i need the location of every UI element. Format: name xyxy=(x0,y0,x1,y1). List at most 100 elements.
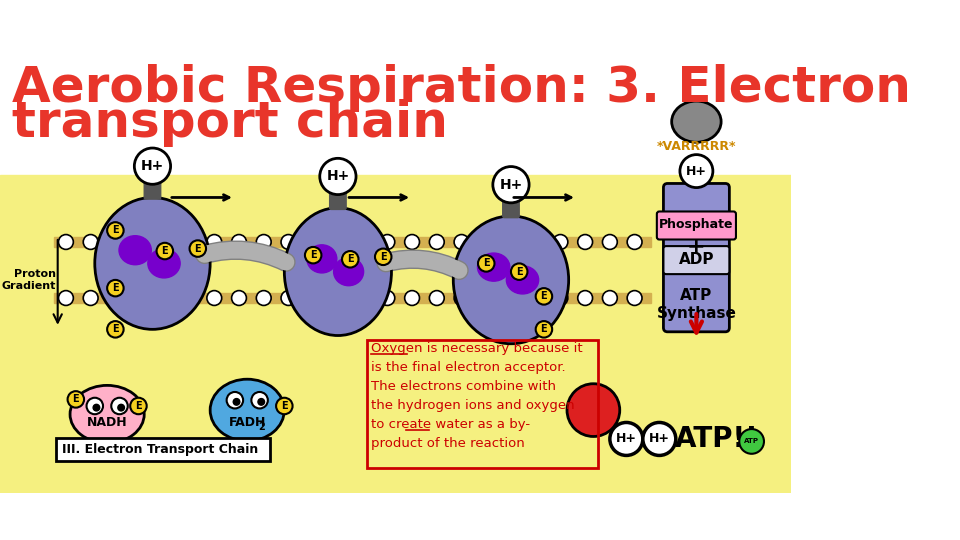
Circle shape xyxy=(108,280,124,296)
Text: E: E xyxy=(112,325,119,334)
Text: the hydrogen ions and oxygen: the hydrogen ions and oxygen xyxy=(371,399,574,411)
Circle shape xyxy=(479,291,493,306)
Circle shape xyxy=(258,399,265,405)
Text: H+: H+ xyxy=(685,165,707,178)
Ellipse shape xyxy=(307,245,337,273)
Circle shape xyxy=(227,392,243,408)
Circle shape xyxy=(342,251,358,267)
Circle shape xyxy=(132,291,148,306)
Ellipse shape xyxy=(148,249,180,278)
Circle shape xyxy=(206,234,222,249)
Text: to create water as a by-: to create water as a by- xyxy=(371,417,530,430)
Circle shape xyxy=(627,291,642,306)
Circle shape xyxy=(429,234,444,249)
FancyBboxPatch shape xyxy=(657,212,736,240)
Circle shape xyxy=(131,398,147,414)
Text: ATP!!: ATP!! xyxy=(675,425,758,453)
Circle shape xyxy=(380,234,395,249)
Text: H+: H+ xyxy=(616,433,636,446)
Circle shape xyxy=(528,291,543,306)
Circle shape xyxy=(86,398,103,414)
Bar xyxy=(54,293,651,303)
Text: H+: H+ xyxy=(141,159,164,173)
Circle shape xyxy=(528,234,543,249)
Circle shape xyxy=(603,291,617,306)
Circle shape xyxy=(305,291,321,306)
Circle shape xyxy=(108,321,124,338)
Bar xyxy=(367,340,597,468)
Circle shape xyxy=(330,291,346,306)
Circle shape xyxy=(111,398,128,414)
Circle shape xyxy=(504,234,518,249)
Text: product of the reaction: product of the reaction xyxy=(371,436,524,450)
Circle shape xyxy=(93,404,100,411)
Ellipse shape xyxy=(334,258,364,286)
Text: H+: H+ xyxy=(326,170,349,184)
Text: Aerobic Respiration: 3. Electron: Aerobic Respiration: 3. Electron xyxy=(12,64,911,112)
Text: 2: 2 xyxy=(258,422,266,431)
Ellipse shape xyxy=(672,101,721,142)
Text: E: E xyxy=(310,250,317,260)
Circle shape xyxy=(454,234,468,249)
Circle shape xyxy=(118,404,125,411)
Text: E: E xyxy=(516,267,522,276)
Text: H+: H+ xyxy=(499,178,522,192)
Circle shape xyxy=(281,234,296,249)
Circle shape xyxy=(610,422,643,455)
Text: E: E xyxy=(380,252,387,262)
Text: The electrons combine with: The electrons combine with xyxy=(371,380,556,393)
Circle shape xyxy=(67,391,84,408)
Circle shape xyxy=(182,291,197,306)
FancyBboxPatch shape xyxy=(329,186,347,210)
Text: E: E xyxy=(281,401,288,411)
Circle shape xyxy=(553,291,567,306)
Ellipse shape xyxy=(95,198,210,329)
Circle shape xyxy=(680,154,713,187)
Text: Proton
Gradient: Proton Gradient xyxy=(2,269,56,291)
Circle shape xyxy=(108,222,124,239)
Circle shape xyxy=(132,234,148,249)
Text: Oxygen is necessary because it: Oxygen is necessary because it xyxy=(371,342,583,355)
Bar xyxy=(0,48,791,179)
Circle shape xyxy=(108,291,123,306)
Circle shape xyxy=(182,234,197,249)
Circle shape xyxy=(603,234,617,249)
Ellipse shape xyxy=(119,236,152,265)
Circle shape xyxy=(567,384,620,436)
FancyArrowPatch shape xyxy=(54,240,61,322)
Text: *VARRRRR*: *VARRRRR* xyxy=(657,140,736,153)
Ellipse shape xyxy=(210,379,284,441)
Circle shape xyxy=(59,291,73,306)
Circle shape xyxy=(627,234,642,249)
Ellipse shape xyxy=(477,253,510,281)
Ellipse shape xyxy=(70,386,144,443)
Circle shape xyxy=(84,291,98,306)
FancyBboxPatch shape xyxy=(663,184,730,332)
Text: E: E xyxy=(540,292,547,301)
Text: transport chain: transport chain xyxy=(12,99,448,146)
Circle shape xyxy=(375,248,392,265)
Text: NADH: NADH xyxy=(86,416,128,429)
Text: Phosphate: Phosphate xyxy=(660,218,733,231)
FancyBboxPatch shape xyxy=(503,194,519,218)
Text: ATP
Synthase: ATP Synthase xyxy=(657,288,736,321)
Circle shape xyxy=(536,321,552,338)
Text: E: E xyxy=(112,283,119,293)
Circle shape xyxy=(134,148,171,184)
Circle shape xyxy=(305,247,322,264)
Text: E: E xyxy=(73,394,79,404)
Circle shape xyxy=(492,166,529,203)
Ellipse shape xyxy=(284,208,392,335)
Text: E: E xyxy=(347,254,353,264)
Circle shape xyxy=(256,234,271,249)
Circle shape xyxy=(578,234,592,249)
Text: E: E xyxy=(161,246,168,256)
Ellipse shape xyxy=(453,216,568,344)
Text: E: E xyxy=(483,259,490,268)
Circle shape xyxy=(380,291,395,306)
FancyBboxPatch shape xyxy=(144,175,160,199)
Text: E: E xyxy=(135,401,142,411)
Text: ADP: ADP xyxy=(679,252,714,267)
Circle shape xyxy=(578,291,592,306)
Circle shape xyxy=(231,234,247,249)
